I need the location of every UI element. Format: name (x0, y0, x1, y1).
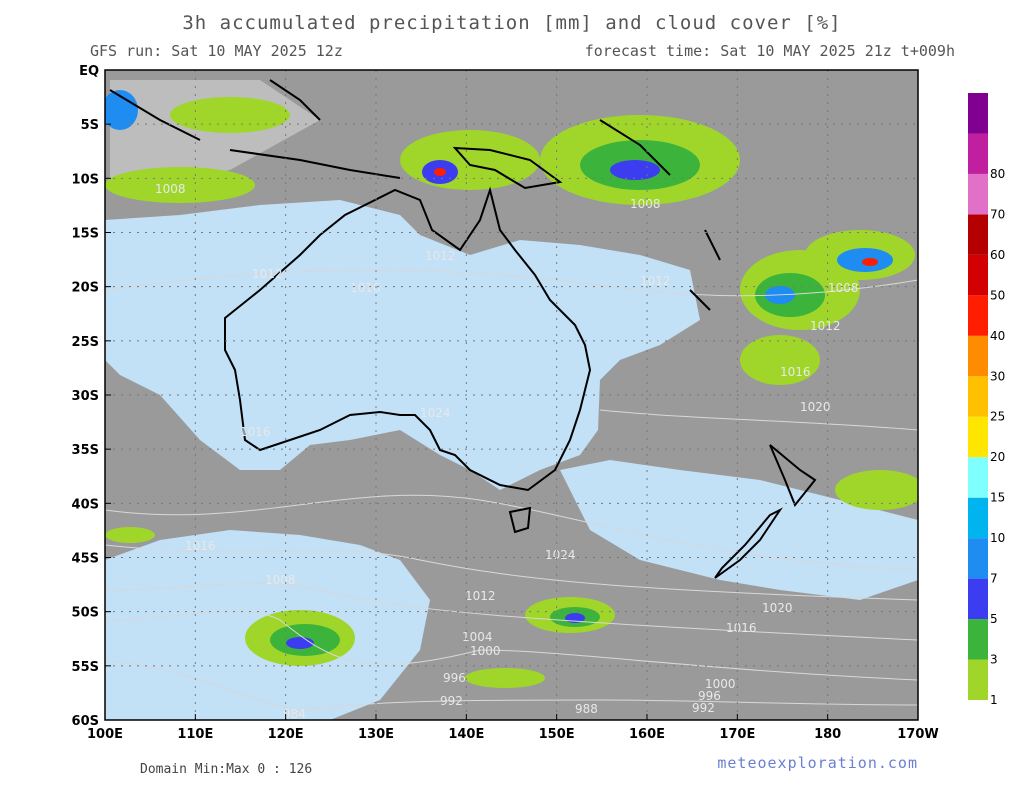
colorbar-swatch (968, 254, 988, 296)
title: 3h accumulated precipitation [mm] and cl… (182, 12, 841, 34)
colorbar-swatch (968, 416, 988, 458)
colorbar-swatch (968, 457, 988, 498)
colorbar-swatch (968, 93, 988, 134)
colorbar-label: 5 (990, 612, 998, 626)
lon-label: 170W (897, 727, 938, 742)
isobar-label: 988 (575, 702, 598, 716)
isobar-label: 996 (443, 671, 466, 685)
colorbar-swatch (968, 497, 988, 539)
colorbar-label: 40 (990, 329, 1005, 343)
lon-label: 120E (268, 727, 304, 742)
isobar-label: 1016 (726, 621, 757, 635)
isobar-label: 1008 (155, 182, 186, 196)
lat-label: EQ (79, 64, 99, 79)
colorbar-swatch (968, 133, 988, 174)
run-time: GFS run: Sat 10 MAY 2025 12z (90, 42, 343, 60)
lat-label: 50S (72, 606, 99, 621)
axis-labels: EQ5S10S15S20S25S30S35S40S45S50S55S60S100… (72, 64, 939, 742)
colorbar-swatch (968, 619, 988, 660)
lat-label: 40S (72, 497, 99, 512)
colorbar-swatch (968, 335, 988, 377)
colorbar-label: 20 (990, 450, 1005, 464)
colorbar-label: 30 (990, 369, 1005, 383)
isobar-label: 1012 (465, 589, 496, 603)
lat-label: 15S (72, 227, 99, 242)
colorbar-swatch (968, 295, 988, 336)
isobars (105, 269, 918, 711)
clear-area (560, 460, 918, 600)
colorbar-swatch (968, 538, 988, 579)
website: meteoexploration.com (717, 754, 918, 772)
colorbar-label: 70 (990, 207, 1005, 221)
colorbar-label: 60 (990, 248, 1005, 262)
colorbar-label: 10 (990, 531, 1005, 545)
lon-label: 110E (177, 727, 213, 742)
isobar-label: 1012 (640, 274, 671, 288)
lon-label: 140E (448, 727, 484, 742)
clear-area (105, 200, 700, 490)
isobar-label: 984 (283, 707, 306, 721)
lon-label: 170E (719, 727, 755, 742)
lat-label: 25S (72, 335, 99, 350)
isobar-label: 1020 (800, 400, 831, 414)
lat-label: 5S (81, 118, 99, 133)
colorbar-swatch (968, 376, 988, 417)
lon-label: 150E (539, 727, 575, 742)
isobar-label: 1016 (185, 539, 216, 553)
colorbar-swatch (968, 659, 988, 700)
isobar-label: 992 (440, 694, 463, 708)
isobar-label: 1016 (240, 425, 271, 439)
isobar-label: 1012 (425, 249, 456, 263)
colorbar-label: 25 (990, 410, 1005, 424)
isobar-label: 1024 (545, 548, 576, 562)
forecast-time: forecast time: Sat 10 MAY 2025 21z t+009… (585, 42, 955, 60)
isobar-label: 1020 (762, 601, 793, 615)
colorbar-label: 80 (990, 167, 1005, 181)
isobar-label: 1016 (350, 281, 381, 295)
colorbar-swatch (968, 578, 988, 620)
isobar-label: 1012 (810, 319, 841, 333)
colorbar: 1 3 5 7 10 15 20 25 30 40 50 60 70 80 (968, 93, 1005, 707)
lat-label: 60S (72, 714, 99, 729)
isobar-label: 1024 (420, 406, 451, 420)
lat-label: 55S (72, 660, 99, 675)
isobar-label: 1016 (780, 365, 811, 379)
isobar-label: 992 (692, 701, 715, 715)
colorbar-swatch (968, 173, 988, 215)
colorbar-label: 1 (990, 693, 998, 707)
map-field: 1008 1012 1016 1012 1008 1012 1016 1020 … (105, 70, 918, 721)
colorbar-swatch (968, 214, 988, 255)
lat-label: 20S (72, 281, 99, 296)
lat-label: 35S (72, 443, 99, 458)
lat-label: 30S (72, 389, 99, 404)
isobar-label: 1000 (470, 644, 501, 658)
lat-label: 45S (72, 552, 99, 567)
domain-minmax: Domain Min:Max 0 : 126 (140, 762, 312, 777)
colorbar-label: 7 (990, 572, 998, 586)
lon-label: 130E (358, 727, 394, 742)
isobar-label: 1008 (630, 197, 661, 211)
colorbar-label: 15 (990, 491, 1005, 505)
isobar-label: 1004 (462, 630, 493, 644)
isobar-label: 996 (698, 689, 721, 703)
isobar-label: 1000 (705, 677, 736, 691)
lon-label: 160E (629, 727, 665, 742)
lat-label: 10S (72, 172, 99, 187)
isobar-label: 1008 (828, 281, 859, 295)
isobar-label: 1012 (252, 267, 283, 281)
isobar-label: 1008 (265, 573, 296, 587)
colorbar-label: 50 (990, 288, 1005, 302)
lon-label: 100E (87, 727, 123, 742)
isobar-labels: 1008 1012 1016 1012 1008 1012 1016 1020 … (155, 182, 859, 721)
coastlines (109, 79, 817, 579)
lon-label: 180 (814, 727, 841, 742)
colorbar-label: 3 (990, 653, 998, 667)
